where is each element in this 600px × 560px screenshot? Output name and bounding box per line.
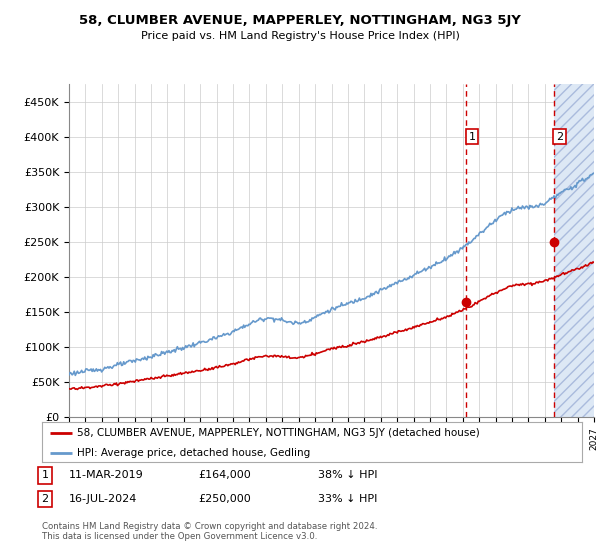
- Text: HPI: Average price, detached house, Gedling: HPI: Average price, detached house, Gedl…: [77, 448, 310, 458]
- Text: 11-MAR-2019: 11-MAR-2019: [69, 470, 144, 480]
- Text: 38% ↓ HPI: 38% ↓ HPI: [318, 470, 377, 480]
- Bar: [554, 84, 594, 417]
- Text: 58, CLUMBER AVENUE, MAPPERLEY, NOTTINGHAM, NG3 5JY (detached house): 58, CLUMBER AVENUE, MAPPERLEY, NOTTINGHA…: [77, 428, 480, 438]
- Text: Contains HM Land Registry data © Crown copyright and database right 2024.
This d: Contains HM Land Registry data © Crown c…: [42, 522, 377, 542]
- Text: 1: 1: [41, 470, 49, 480]
- Text: 58, CLUMBER AVENUE, MAPPERLEY, NOTTINGHAM, NG3 5JY: 58, CLUMBER AVENUE, MAPPERLEY, NOTTINGHA…: [79, 14, 521, 27]
- Text: 2: 2: [41, 494, 49, 504]
- Text: £164,000: £164,000: [198, 470, 251, 480]
- Text: 16-JUL-2024: 16-JUL-2024: [69, 494, 137, 504]
- Text: £250,000: £250,000: [198, 494, 251, 504]
- Text: 2: 2: [556, 132, 563, 142]
- Text: 1: 1: [469, 132, 475, 142]
- Text: 33% ↓ HPI: 33% ↓ HPI: [318, 494, 377, 504]
- Text: Price paid vs. HM Land Registry's House Price Index (HPI): Price paid vs. HM Land Registry's House …: [140, 31, 460, 41]
